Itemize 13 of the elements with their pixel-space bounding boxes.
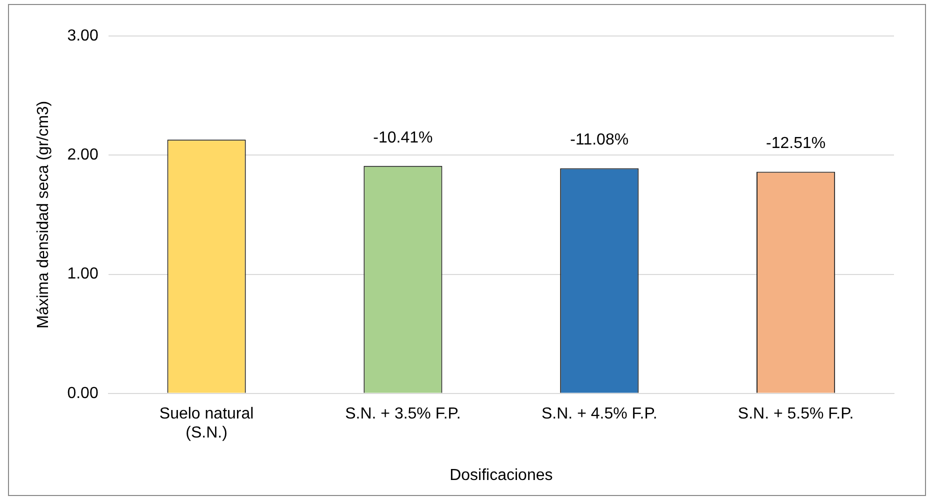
x-tick-label: S.N. + 3.5% F.P.: [345, 405, 461, 422]
x-tick-label: S.N. + 5.5% F.P.: [738, 405, 854, 422]
annotation: -10.41%: [373, 129, 433, 146]
y-axis-title: Máxima densidad seca (gr/cm3): [35, 100, 52, 329]
annotation: -11.08%: [570, 132, 629, 149]
y-tick-label: 1.00: [67, 266, 98, 283]
x-tick-label: S.N. + 4.5% F.P.: [541, 405, 658, 422]
y-tick-label: 2.00: [67, 146, 98, 164]
y-tick-label: 0.00: [67, 384, 98, 402]
x-axis-title: Dosificaciones: [450, 466, 553, 484]
y-tick-label: 3.00: [67, 27, 98, 44]
x-tick-label: Suelo natural (S.N.): [159, 405, 254, 442]
annotation: -12.51%: [766, 135, 826, 152]
